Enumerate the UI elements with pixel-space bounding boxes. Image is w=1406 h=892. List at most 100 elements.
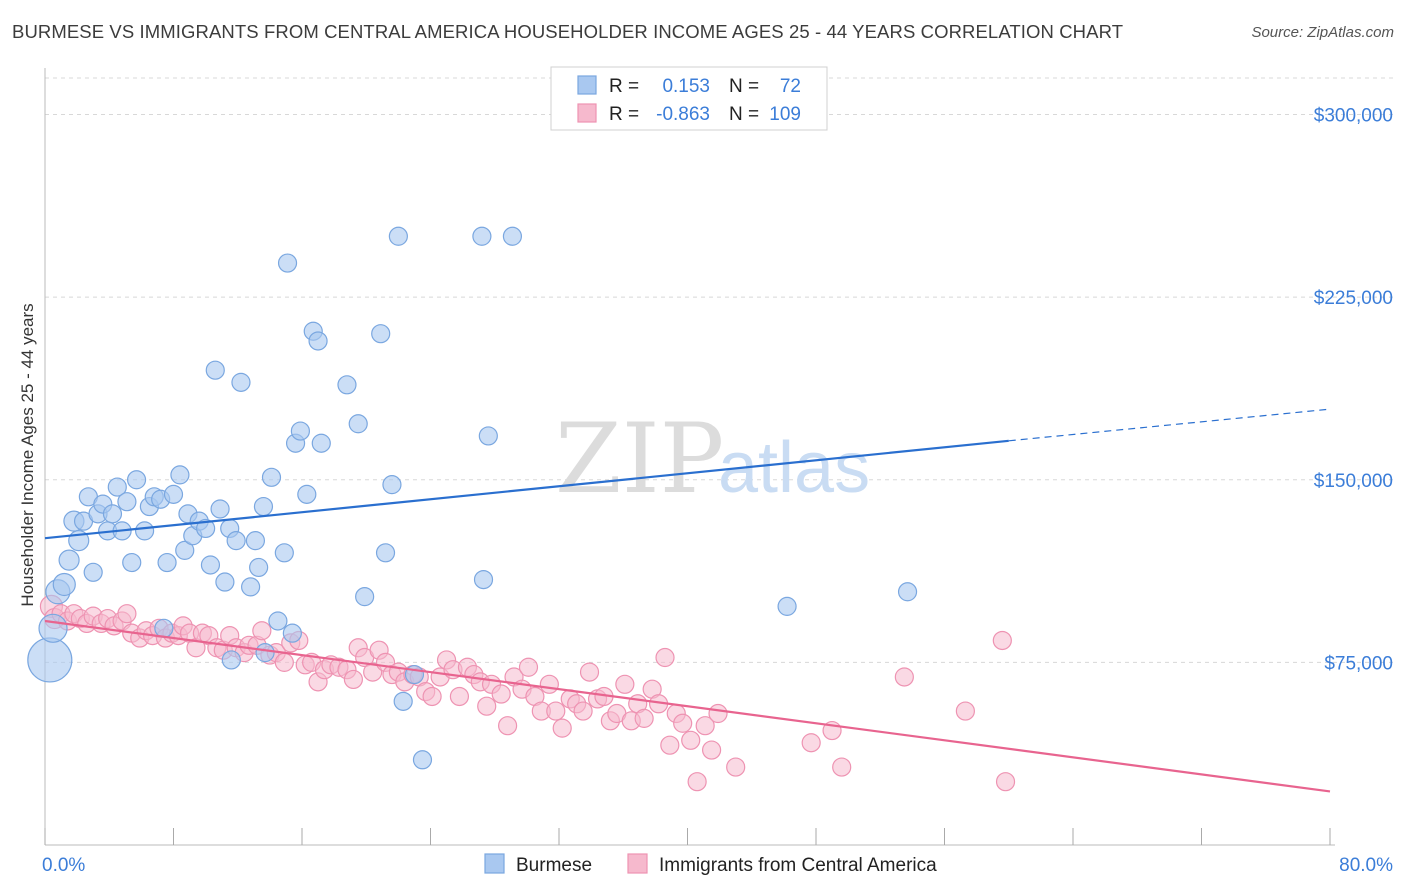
data-point-burmese (308, 331, 328, 351)
data-point-central-america (673, 713, 693, 733)
x-tick-label: 80.0% (1339, 855, 1393, 876)
data-point-burmese (122, 552, 142, 573)
data-point-burmese (393, 691, 413, 711)
data-point-burmese (473, 569, 494, 590)
data-point-central-america (832, 757, 852, 777)
data-point-central-america (539, 674, 559, 694)
watermark-zip: ZIP (555, 403, 724, 515)
bottom-legend: Burmese Immigrants from Central America (484, 853, 937, 876)
data-point-central-america (634, 708, 654, 728)
bottom-legend-central-america: Immigrants from Central America (659, 855, 937, 876)
data-point-burmese (277, 253, 298, 273)
legend-n-label: N = (729, 104, 759, 125)
y-tick-label: $150,000 (1314, 471, 1393, 492)
data-point-burmese (253, 496, 274, 517)
legend-r-label: R = (609, 76, 639, 97)
data-point-burmese (375, 543, 396, 563)
data-point-central-america (995, 772, 1016, 792)
data-point-burmese (107, 477, 127, 497)
data-point-burmese (255, 643, 275, 663)
data-point-burmese (134, 521, 155, 541)
data-point-central-america (117, 604, 137, 624)
y-axis-label: Householder Income Ages 25 - 44 years (18, 303, 37, 606)
trend-line-burmese-extension (1008, 408, 1331, 442)
data-point-burmese (154, 618, 174, 638)
data-point-burmese (502, 226, 523, 246)
data-point-central-america (681, 730, 701, 750)
data-point-central-america (708, 703, 728, 724)
data-point-burmese (157, 552, 177, 573)
data-point-burmese (412, 750, 433, 770)
legend-r-value-burmese: 0.153 (662, 76, 710, 97)
data-point-burmese (282, 623, 302, 643)
data-point-central-america (955, 701, 975, 721)
legend-r-value-central-america: -0.863 (656, 104, 710, 125)
data-point-burmese (311, 433, 331, 453)
series-central-america (39, 594, 1016, 792)
data-point-central-america (498, 716, 518, 736)
data-point-burmese (371, 324, 391, 344)
legend-swatch-burmese (577, 75, 597, 95)
data-point-central-america (274, 652, 294, 672)
legend-swatch-central-america (577, 103, 597, 123)
legend-r-label: R = (609, 104, 639, 125)
data-point-burmese (348, 414, 368, 434)
y-tick-label: $75,000 (1324, 653, 1393, 674)
data-point-central-america (695, 716, 715, 736)
data-point-central-america (518, 657, 539, 677)
data-point-burmese (297, 484, 317, 504)
data-point-burmese (249, 557, 269, 578)
data-point-central-america (449, 686, 470, 707)
data-point-central-america (552, 718, 572, 738)
data-point-burmese (205, 360, 225, 380)
data-point-central-america (894, 667, 914, 687)
data-point-burmese (478, 426, 498, 446)
axes (44, 68, 1335, 846)
data-point-central-america (615, 674, 635, 694)
data-point-burmese (388, 226, 408, 246)
data-point-burmese (215, 572, 235, 592)
data-point-central-america (573, 701, 593, 721)
bottom-legend-swatch-central-america (627, 853, 648, 874)
trend-lines (44, 408, 1331, 793)
data-point-burmese (27, 637, 73, 683)
tick-labels: $75,000 $150,000 $225,000 $300,000 0.0% 80.0% (42, 106, 1393, 876)
data-point-central-america (477, 696, 497, 716)
data-point-central-america (687, 772, 707, 792)
data-point-burmese (777, 596, 797, 616)
y-tick-label: $300,000 (1314, 106, 1393, 127)
data-point-burmese (221, 650, 241, 670)
data-point-burmese (196, 518, 216, 539)
data-point-central-america (801, 733, 821, 753)
source-label: Source: ZipAtlas.com (1251, 24, 1394, 41)
data-point-burmese (163, 484, 184, 504)
legend-n-label: N = (729, 76, 759, 97)
data-point-central-america (655, 647, 675, 668)
data-point-central-america (363, 662, 383, 682)
x-tick-label: 0.0% (42, 855, 85, 876)
data-point-burmese (274, 543, 294, 563)
data-point-central-america (422, 686, 442, 707)
data-point-burmese (200, 555, 221, 575)
data-point-burmese (241, 577, 261, 597)
data-point-burmese (126, 470, 147, 490)
series-burmese (27, 226, 918, 770)
data-point-burmese (261, 467, 282, 487)
data-point-burmese (355, 587, 375, 607)
bottom-legend-burmese: Burmese (516, 855, 592, 876)
legend-n-value-burmese: 72 (780, 76, 801, 97)
data-point-burmese (472, 226, 492, 246)
data-point-burmese (58, 549, 80, 571)
data-point-burmese (175, 540, 195, 560)
data-point-burmese (102, 504, 123, 524)
y-tick-label: $225,000 (1314, 288, 1393, 309)
data-point-central-america (992, 630, 1012, 651)
legend: R = 0.153 N = 72 R = -0.863 N = 109 (550, 66, 828, 131)
trend-line-central-america (44, 619, 1331, 793)
data-point-burmese (897, 582, 918, 602)
legend-n-value-central-america: 109 (769, 104, 801, 125)
data-point-central-america (660, 735, 680, 755)
data-point-burmese (231, 372, 251, 392)
trend-line-burmese (44, 439, 1009, 540)
